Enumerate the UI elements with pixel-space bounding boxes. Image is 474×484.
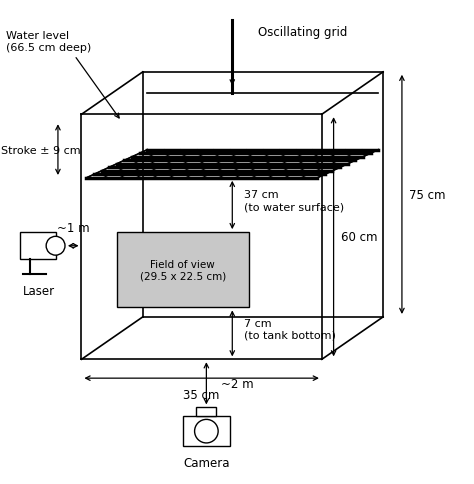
Text: 75 cm: 75 cm: [409, 188, 446, 201]
Text: Oscillating grid: Oscillating grid: [258, 26, 347, 39]
Text: ~2 m: ~2 m: [220, 377, 253, 390]
Text: 35 cm: 35 cm: [183, 388, 220, 401]
Text: Field of view
(29.5 x 22.5 cm): Field of view (29.5 x 22.5 cm): [140, 259, 226, 281]
Text: Water level
(66.5 cm deep): Water level (66.5 cm deep): [6, 31, 91, 53]
Circle shape: [195, 420, 218, 443]
Text: 37 cm
(to water surface): 37 cm (to water surface): [244, 190, 344, 212]
Bar: [183, 416, 230, 447]
Text: ~1 m: ~1 m: [57, 222, 90, 234]
Text: Camera: Camera: [183, 456, 229, 469]
Bar: [117, 233, 249, 308]
Circle shape: [46, 237, 65, 256]
Bar: [20, 233, 55, 260]
Text: Stroke ± 9 cm: Stroke ± 9 cm: [1, 145, 81, 155]
Bar: [197, 408, 216, 416]
Text: Laser: Laser: [23, 284, 55, 297]
Text: 60 cm: 60 cm: [341, 231, 377, 244]
Text: 7 cm
(to tank bottom): 7 cm (to tank bottom): [244, 318, 336, 340]
